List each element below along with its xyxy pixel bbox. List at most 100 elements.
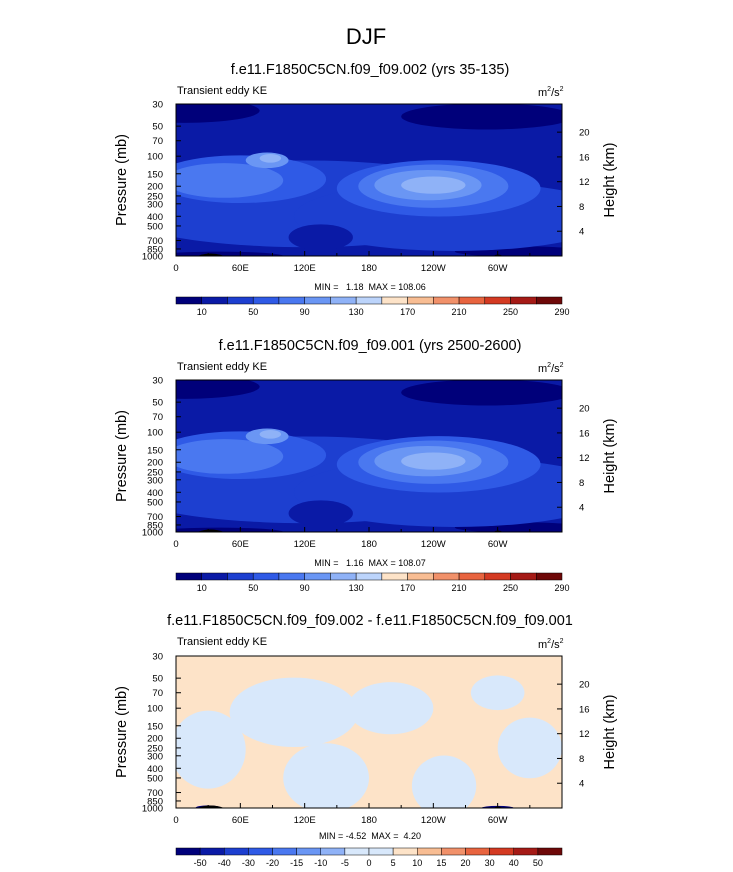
colorbar-tick-label: 15 [436, 858, 446, 868]
colorbar-cell [272, 847, 297, 856]
colorbar-tick-label: 130 [349, 307, 364, 317]
colorbar-cell [252, 296, 280, 305]
colorbar-cell [304, 296, 331, 305]
height-tick-label: 16 [579, 428, 590, 439]
pressure-tick-label: 1000 [142, 804, 163, 815]
height-tick-label: 16 [579, 152, 590, 163]
colorbar-tick-label: 10 [197, 583, 207, 593]
colorbar-tick-label: 170 [400, 307, 415, 317]
colorbar-cell [224, 847, 249, 856]
height-tick-label: 12 [579, 177, 590, 188]
longitude-tick-label: 60E [232, 263, 249, 274]
colorbar-cell [227, 296, 254, 305]
pressure-tick-label: 1000 [142, 252, 163, 263]
colorbar-tick-label: -30 [242, 858, 255, 868]
pressure-tick-label: 500 [147, 497, 163, 508]
y-axis-label-right: Height (km) [602, 143, 618, 218]
colorbar-cell [175, 572, 202, 581]
contour-region [259, 429, 282, 439]
pressure-tick-label: 850 [147, 796, 163, 807]
colorbar-cell [296, 847, 321, 856]
colorbar-cell [355, 572, 383, 581]
panel-subtitle: Transient eddy KE [177, 636, 267, 648]
pressure-tick-label: 200 [147, 734, 163, 745]
height-tick-label: 20 [579, 680, 590, 691]
longitude-tick-label: 60E [232, 539, 249, 550]
contour-region [347, 682, 434, 735]
colorbar-cell [368, 847, 394, 856]
height-tick-label: 16 [579, 704, 590, 715]
pressure-tick-label: 400 [147, 488, 163, 499]
colorbar-tick-label: 210 [452, 583, 467, 593]
y-axis-label: Pressure (mb) [114, 410, 130, 502]
min-max-label: MIN = 1.16 MAX = 108.07 [314, 558, 426, 568]
units-label: m2/s2 [538, 638, 564, 651]
panel-subtitle: Transient eddy KE [177, 85, 267, 97]
colorbar-tick-label: -10 [314, 858, 327, 868]
longitude-tick-label: 120W [421, 263, 446, 274]
topography [197, 529, 225, 532]
pressure-tick-label: 250 [147, 191, 163, 202]
pressure-tick-label: 150 [147, 169, 163, 180]
contour-region [176, 380, 260, 399]
longitude-tick-label: 120E [294, 815, 316, 826]
contour-region [229, 677, 359, 747]
colorbar: -50 -40 -30 -20 -15 -10 -5 0 5 10 15 20 30 40 50 [175, 847, 563, 868]
colorbar-cell [175, 296, 202, 305]
colorbar-cell [407, 572, 434, 581]
pressure-tick-label: 30 [152, 100, 163, 111]
longitude-tick-label: 120E [294, 263, 316, 274]
colorbar-cell [513, 847, 539, 856]
colorbar: 10 50 90 130 170 210 250 290 [175, 296, 570, 317]
colorbar-tick-label: -20 [266, 858, 279, 868]
pressure-tick-label: 30 [152, 652, 163, 663]
pressure-tick-label: 100 [147, 428, 163, 439]
contour-region [283, 743, 369, 808]
pressure-tick-label: 400 [147, 764, 163, 775]
longitude-tick-label: 120E [294, 539, 316, 550]
colorbar-tick-label: 20 [460, 858, 470, 868]
height-axis: 20 16 12 8 4 [557, 680, 590, 790]
pressure-tick-label: 300 [147, 199, 163, 210]
contour-region [401, 452, 466, 470]
panel-top: f.e11.F1850C5CN.f09_f09.002 (yrs 35-135)… [114, 62, 618, 317]
panel-title: f.e11.F1850C5CN.f09_f09.001 (yrs 2500-26… [219, 338, 522, 354]
pressure-tick-label: 700 [147, 788, 163, 799]
colorbar-cell [441, 847, 466, 856]
height-tick-label: 4 [579, 227, 584, 238]
colorbar-tick-label: 0 [366, 858, 371, 868]
height-axis: 20 16 12 8 4 [557, 128, 590, 238]
longitude-axis: 0 60E 120E 180 120W 60W [173, 251, 531, 274]
min-max-label: MIN = -4.52 MAX = 4.20 [319, 831, 421, 841]
y-axis-label-right: Height (km) [602, 419, 618, 494]
colorbar-cell [201, 572, 228, 581]
contour-region [176, 104, 260, 123]
height-tick-label: 20 [579, 128, 590, 139]
colorbar-cell [175, 847, 201, 856]
colorbar-cell [537, 847, 563, 856]
colorbar-cell [489, 847, 514, 856]
longitude-tick-label: 120W [421, 539, 446, 550]
colorbar-tick-label: 90 [300, 307, 310, 317]
pressure-tick-label: 300 [147, 751, 163, 762]
contour-region [411, 755, 477, 808]
pressure-tick-label: 100 [147, 152, 163, 163]
min-max-label: MIN = 1.18 MAX = 108.06 [314, 282, 426, 292]
contour-region [401, 176, 466, 194]
colorbar-tick-label: 40 [509, 858, 519, 868]
colorbar-tick-label: -15 [290, 858, 303, 868]
colorbar-cell [278, 296, 305, 305]
contour-region [288, 500, 353, 527]
longitude-tick-label: 60W [488, 815, 508, 826]
pressure-tick-label: 200 [147, 458, 163, 469]
colorbar-cell [199, 847, 225, 856]
colorbar-cell [433, 296, 460, 305]
colorbar-cell [458, 296, 486, 305]
colorbar-cell [392, 847, 418, 856]
longitude-tick-label: 0 [173, 263, 178, 274]
colorbar-tick-label: 10 [197, 307, 207, 317]
contour-region [401, 104, 562, 130]
colorbar-tick-label: 5 [391, 858, 396, 868]
contour-region [288, 224, 353, 251]
